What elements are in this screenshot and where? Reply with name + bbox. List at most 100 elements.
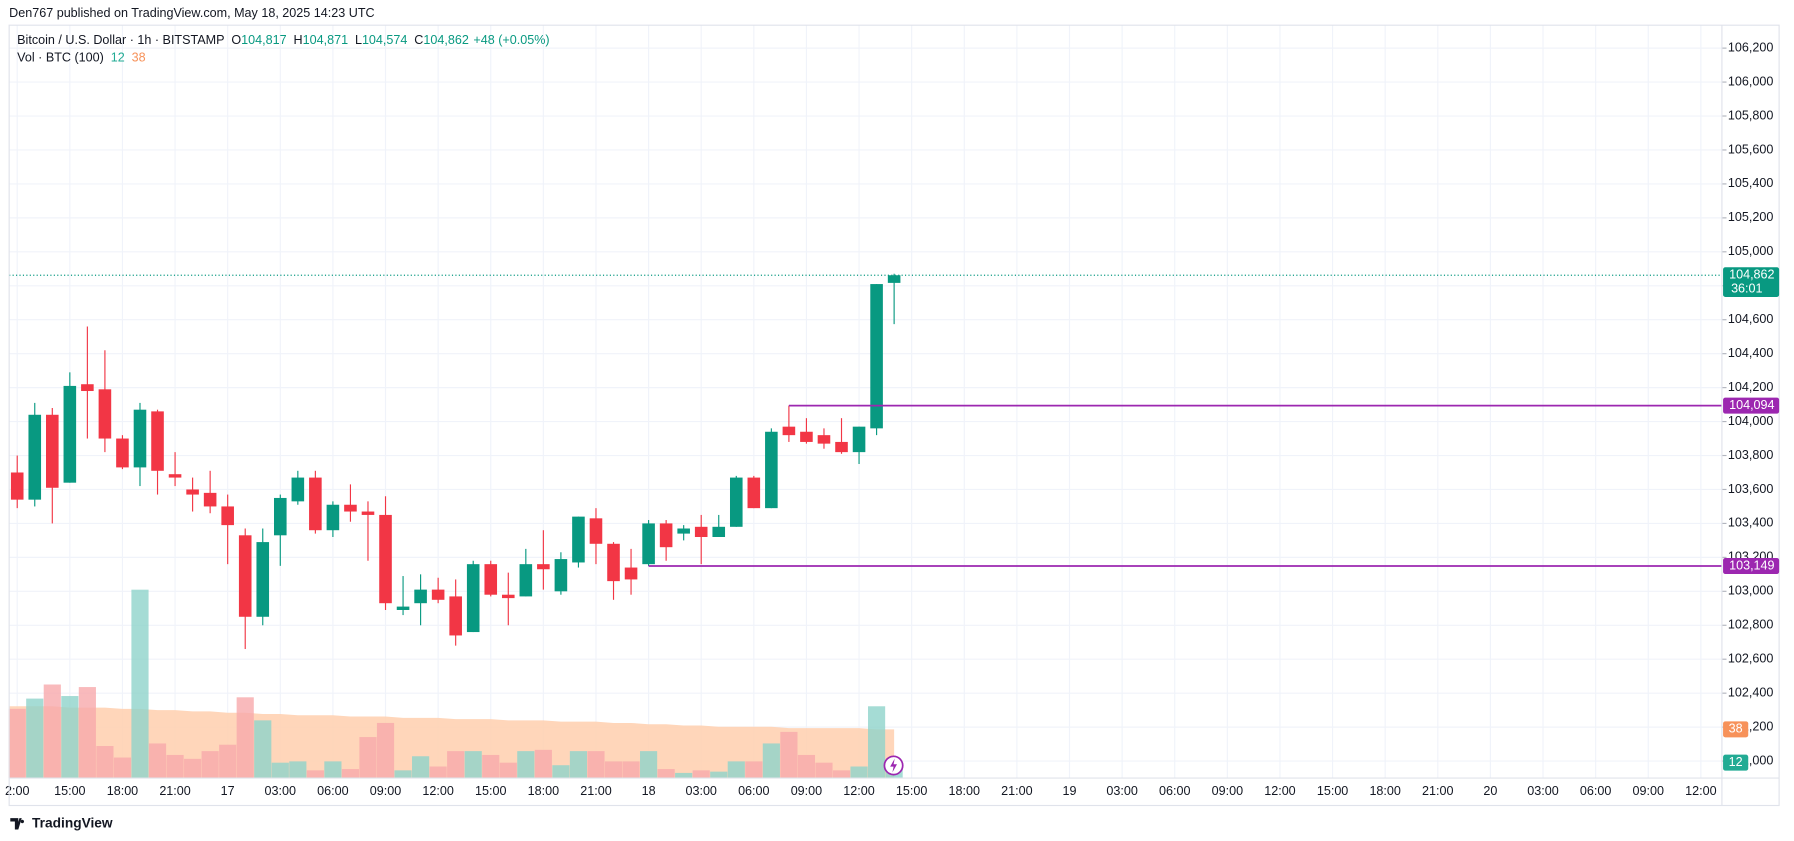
volume-bar xyxy=(850,766,868,779)
level-label: 104,094 xyxy=(1729,398,1774,412)
legend: Bitcoin / U.S. Dollar · 1h · BITSTAMP O10… xyxy=(17,34,549,65)
volume-bar xyxy=(43,684,61,779)
x-tick-label: 12:00 xyxy=(843,784,874,798)
candle-body xyxy=(81,384,94,392)
volume-bar xyxy=(184,758,202,779)
volume-bar xyxy=(148,743,167,779)
volume-bar xyxy=(8,708,26,779)
level-label: 103,149 xyxy=(1729,558,1774,572)
change: +48 (+0.05%) xyxy=(473,34,549,48)
y-tick-label: 103,800 xyxy=(1728,448,1773,462)
volume-bar xyxy=(131,589,149,779)
volume-bar xyxy=(640,751,658,779)
candle-body xyxy=(379,514,392,604)
x-tick-label: 20 xyxy=(1483,784,1497,798)
candle-body xyxy=(344,504,357,512)
x-tick-label: 09:00 xyxy=(1212,784,1243,798)
x-tick-label: 15:00 xyxy=(475,784,506,798)
y-tick-label: 104,400 xyxy=(1728,346,1773,360)
x-tick-label: 18:00 xyxy=(949,784,980,798)
candle-body xyxy=(203,492,217,507)
volume-bar xyxy=(26,698,44,779)
volume-bar xyxy=(341,769,360,779)
candle-body xyxy=(607,543,620,582)
volume-bar xyxy=(762,743,780,779)
candle-body xyxy=(624,567,638,580)
candle-body xyxy=(396,606,410,610)
volume-bar xyxy=(587,751,605,779)
x-tick-label: 21:00 xyxy=(159,784,190,798)
volume-bar xyxy=(219,744,237,779)
candle-body xyxy=(273,497,287,536)
candle-body xyxy=(256,542,270,617)
volume-bar xyxy=(236,697,254,779)
x-tick-label: 09:00 xyxy=(791,784,822,798)
x-tick-label: 03:00 xyxy=(685,784,716,798)
x-tick-label: 06:00 xyxy=(738,784,769,798)
candle-body xyxy=(116,438,129,468)
ohlc-key: C xyxy=(414,34,423,48)
bolt-icon xyxy=(883,755,904,776)
y-tick-label: 104,600 xyxy=(1728,312,1773,326)
candle-body xyxy=(677,528,690,534)
symbol-legend: Bitcoin / U.S. Dollar · 1h · BITSTAMP O10… xyxy=(17,34,549,48)
x-tick-label: 21:00 xyxy=(580,784,611,798)
volume-bar xyxy=(96,746,114,779)
ohlc-key: O xyxy=(231,34,241,48)
y-tick-label: 105,200 xyxy=(1728,210,1773,224)
volume-pane xyxy=(8,589,903,779)
candle-body xyxy=(151,411,164,471)
y-tick-label: 103,600 xyxy=(1728,482,1773,496)
y-tick-label: 106,000 xyxy=(1728,74,1773,88)
volume-value: 12 xyxy=(111,51,125,65)
ohlc-value: 104,871 xyxy=(303,34,348,48)
candle-body xyxy=(484,564,498,595)
volume-bar xyxy=(569,751,588,779)
volume-bar xyxy=(412,756,430,779)
volume-bar xyxy=(797,754,816,779)
ohlc-value: 104,574 xyxy=(362,34,407,48)
x-tick-label: 03:00 xyxy=(1106,784,1137,798)
candle-body xyxy=(800,431,813,442)
x-tick-label: 18:00 xyxy=(107,784,138,798)
volume-ma-value: 38 xyxy=(132,51,146,65)
x-tick-label: 12:00 xyxy=(1264,784,1295,798)
volume-bar xyxy=(517,751,535,779)
candle-body xyxy=(186,489,199,495)
volume-badge-label: 38 xyxy=(1729,722,1743,736)
ohlc-value: 104,862 xyxy=(423,34,468,48)
candle-body xyxy=(659,523,673,548)
ohlc-key: H xyxy=(294,34,303,48)
y-tick-label: 105,000 xyxy=(1728,244,1773,258)
x-tick-label: 12:00 xyxy=(422,784,453,798)
candle-body xyxy=(291,477,305,502)
candle-body xyxy=(133,409,147,468)
x-tick-label: 2:00 xyxy=(5,784,29,798)
volume-bar xyxy=(306,770,324,779)
level-badge xyxy=(1723,397,1780,414)
x-tick-label: 15:00 xyxy=(54,784,85,798)
candle-body xyxy=(537,564,550,570)
x-tick-label: 21:00 xyxy=(1001,784,1032,798)
y-tick-label: 104,000 xyxy=(1728,414,1773,428)
x-tick-label: 06:00 xyxy=(1159,784,1190,798)
ohlc-value: 104,817 xyxy=(241,34,286,48)
candle-body xyxy=(729,477,743,527)
candle-body xyxy=(712,526,726,537)
y-tick-label: 102,400 xyxy=(1728,685,1773,699)
volume-bar xyxy=(692,770,710,779)
volume-bar xyxy=(604,761,623,779)
candle-body xyxy=(168,474,182,478)
axes: 102,000102,200102,400102,600102,800103,0… xyxy=(5,40,1773,798)
x-tick-label: 15:00 xyxy=(896,784,927,798)
candle-body xyxy=(326,504,340,531)
candle-body xyxy=(572,516,585,563)
volume-bar xyxy=(780,731,798,779)
y-tick-label: 103,000 xyxy=(1728,584,1773,598)
x-tick-label: 18:00 xyxy=(1369,784,1400,798)
x-tick-label: 15:00 xyxy=(1317,784,1348,798)
volume-bar xyxy=(622,761,640,779)
x-tick-label: 19 xyxy=(1063,784,1077,798)
volume-bar xyxy=(815,762,833,779)
